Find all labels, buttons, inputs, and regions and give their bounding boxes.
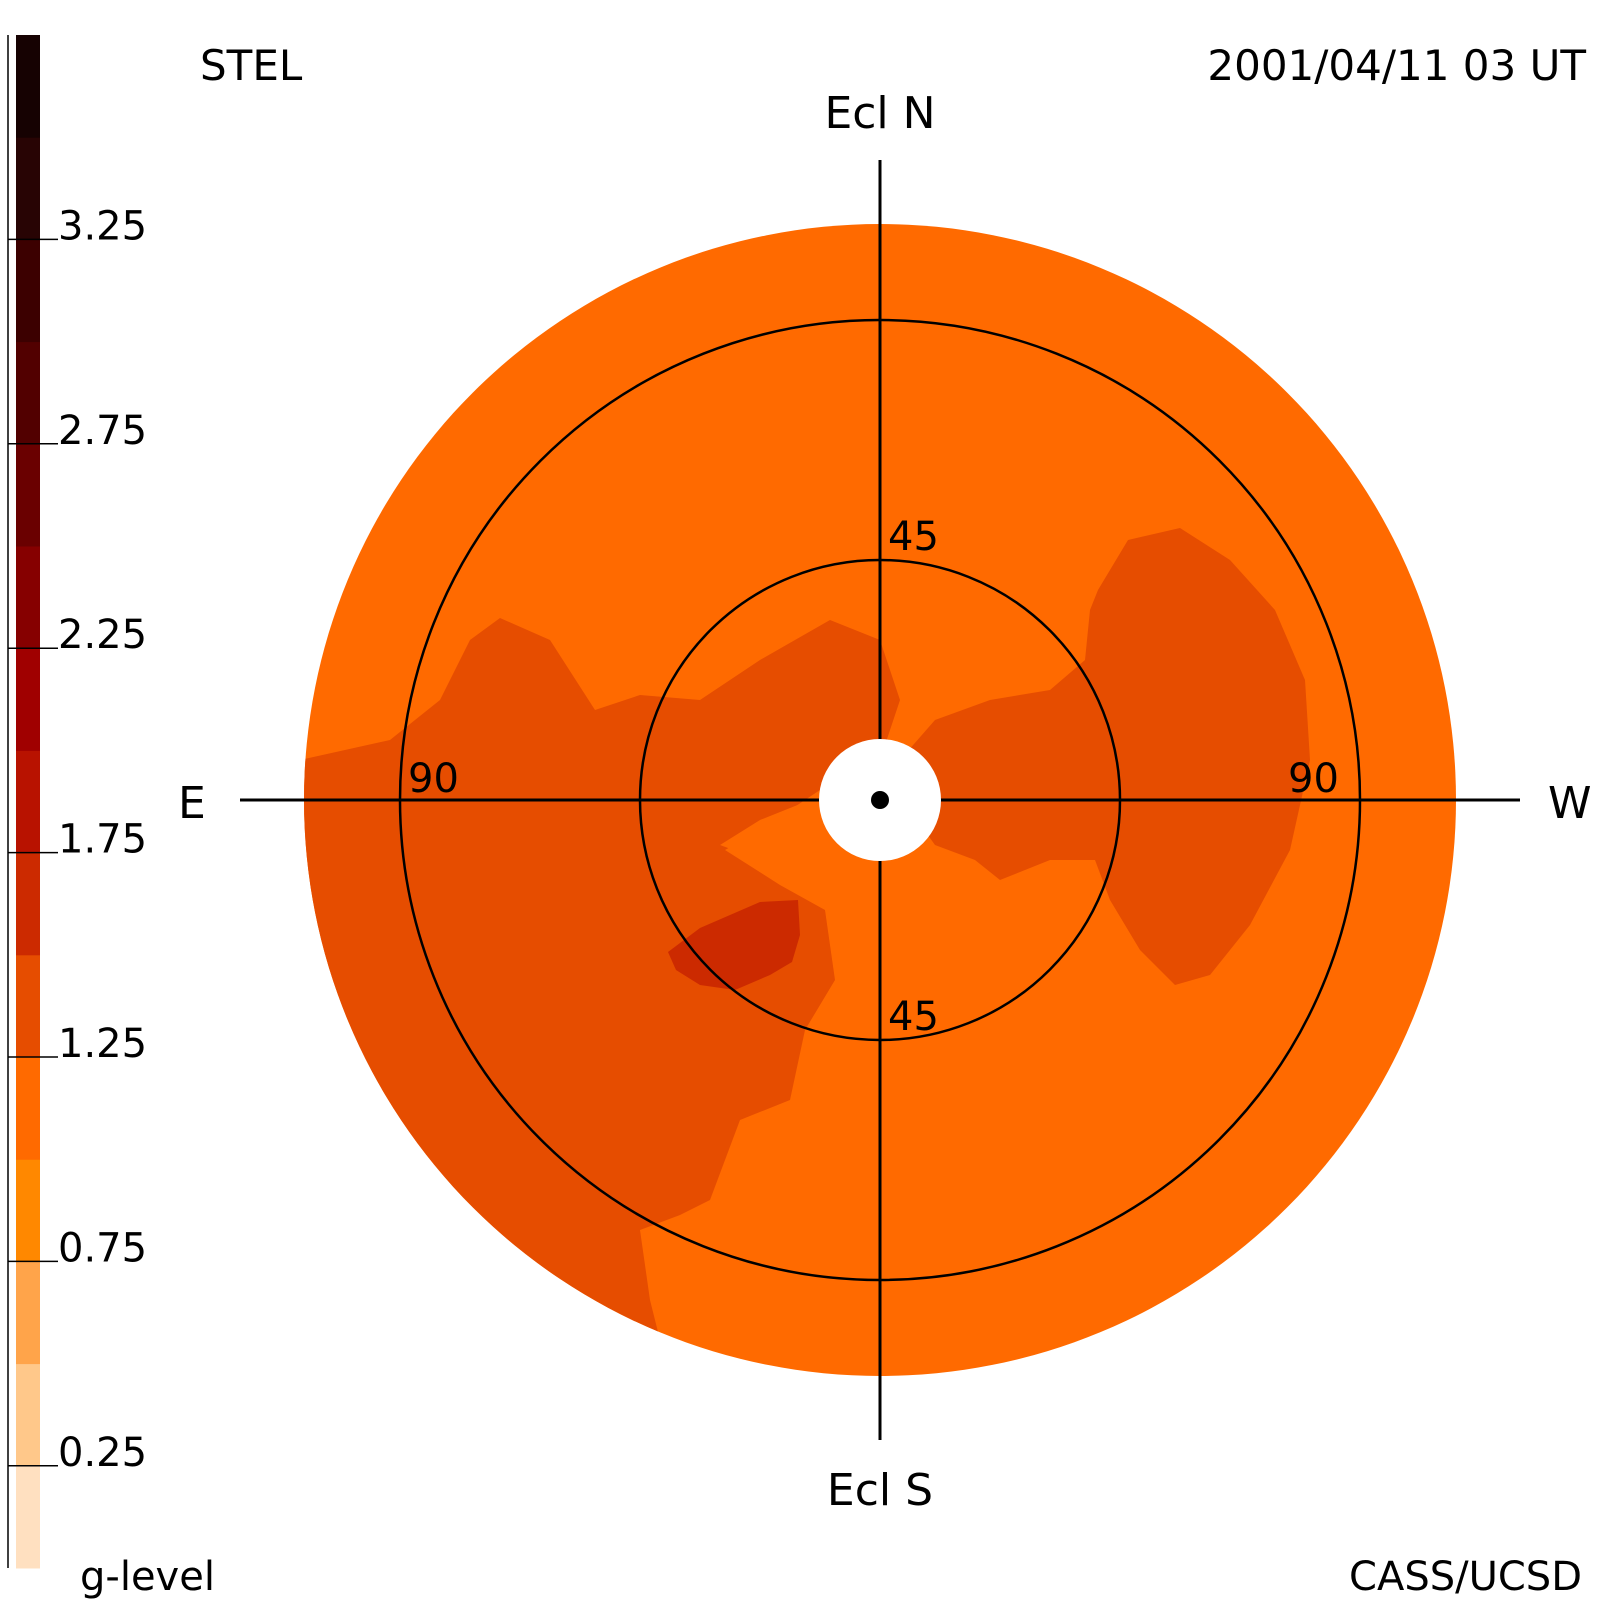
instrument-label: STEL bbox=[200, 41, 303, 90]
enhanced-region-west bbox=[900, 528, 1310, 985]
direction-label-south: Ecl S bbox=[827, 1465, 933, 1516]
ring-label-90-right: 90 bbox=[1288, 756, 1339, 802]
colorbar-tick-label: 0.25 bbox=[58, 1430, 147, 1476]
direction-label-east: E bbox=[178, 778, 206, 829]
colorbar-tick-label: 2.25 bbox=[58, 612, 147, 658]
colorbar-band-5 bbox=[16, 954, 40, 1058]
timestamp-label: 2001/04/11 03 UT bbox=[1207, 41, 1586, 90]
colorbar-tick-label: 3.25 bbox=[58, 203, 147, 249]
colorbar-band-0 bbox=[16, 1465, 40, 1569]
direction-label-west: W bbox=[1548, 778, 1592, 829]
colorbar-band-11 bbox=[16, 341, 40, 445]
colorbar-band-2 bbox=[16, 1261, 40, 1365]
colorbar-band-3 bbox=[16, 1159, 40, 1262]
colorbar-band-10 bbox=[16, 443, 40, 547]
peak-region bbox=[668, 900, 800, 990]
direction-label-north: Ecl N bbox=[824, 88, 935, 139]
colorbar-tick-label: 1.75 bbox=[58, 817, 147, 863]
colorbar: 3.25 2.75 2.25 1.75 1.25 0.75 0.25 g-level bbox=[7, 35, 215, 1600]
colorbar-band-9 bbox=[16, 546, 40, 649]
ring-label-45-top: 45 bbox=[888, 514, 939, 560]
colorbar-band-7 bbox=[16, 750, 40, 854]
credit-label: CASS/UCSD bbox=[1349, 1554, 1582, 1600]
colorbar-tick-label: 2.75 bbox=[58, 408, 147, 454]
sky-map: 45 45 90 90 Ecl N Ecl S E W bbox=[178, 88, 1592, 1516]
background-notch-center bbox=[720, 800, 840, 870]
colorbar-band-6 bbox=[16, 852, 40, 956]
colorbar-band-4 bbox=[16, 1057, 40, 1160]
colorbar-band-14 bbox=[16, 35, 40, 138]
ring-label-90-left: 90 bbox=[408, 756, 459, 802]
colorbar-band-12 bbox=[16, 239, 40, 343]
colorbar-band-13 bbox=[16, 137, 40, 240]
colorbar-bands bbox=[16, 35, 40, 1569]
colorbar-band-1 bbox=[16, 1363, 40, 1467]
colorbar-title: g-level bbox=[80, 1554, 215, 1600]
colorbar-band-8 bbox=[16, 648, 40, 751]
sun-marker bbox=[871, 791, 889, 809]
colorbar-tick-label: 1.25 bbox=[58, 1021, 147, 1067]
ring-label-45-bottom: 45 bbox=[888, 994, 939, 1040]
colorbar-ticks: 3.25 2.75 2.25 1.75 1.25 0.75 0.25 bbox=[8, 203, 147, 1476]
colorbar-tick-label: 0.75 bbox=[58, 1225, 147, 1271]
